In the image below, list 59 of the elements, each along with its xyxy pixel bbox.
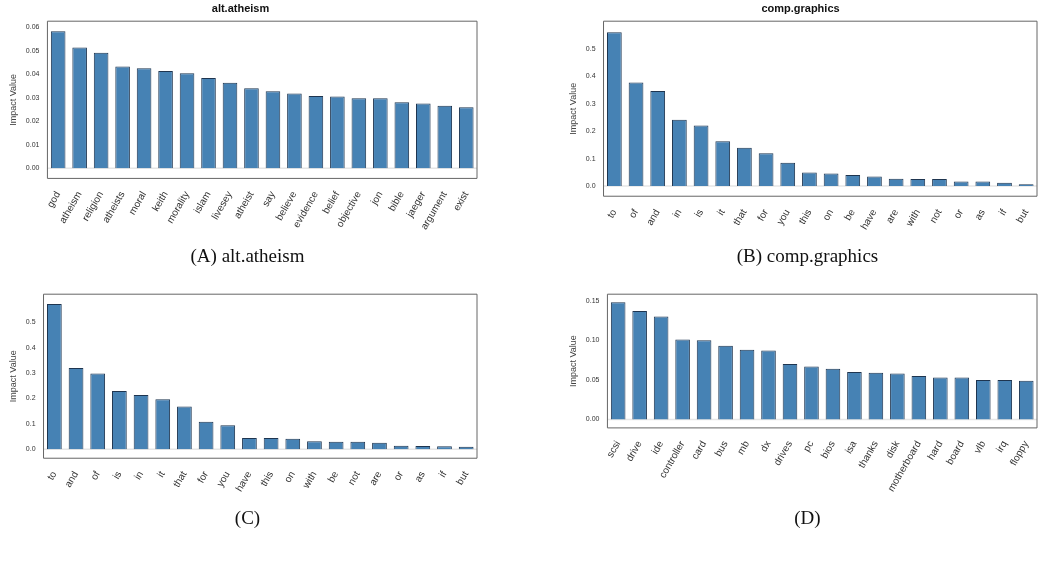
x-tick-label: this — [257, 469, 276, 489]
x-tick-label: god — [44, 189, 63, 210]
x-tick-label: in — [670, 207, 684, 220]
x-tick-label: vlb — [971, 438, 988, 456]
x-tick-label: or — [391, 468, 406, 483]
x-tick-label: or — [951, 206, 966, 221]
y-axis-title: Impact Value — [7, 350, 18, 403]
x-tick-label: and — [643, 207, 662, 228]
x-tick-label: are — [366, 468, 384, 488]
x-tick-label: as — [972, 207, 987, 222]
x-tick-label: you — [214, 469, 232, 489]
x-tick-label: pc — [800, 438, 816, 454]
x-tick-label: say — [259, 189, 278, 209]
x-tick-label: it — [714, 206, 727, 217]
x-tick-label: that — [170, 468, 189, 490]
x-tick-label: but — [453, 468, 471, 487]
x-tick-label: bus — [712, 438, 730, 459]
y-axis-title: Impact Value — [7, 73, 18, 126]
x-tick-label: of — [626, 206, 641, 220]
x-tick-label: for — [754, 206, 771, 223]
x-tick-label: jon — [367, 189, 385, 208]
x-tick-label: be — [325, 468, 341, 485]
x-tick-label: ide — [649, 438, 666, 456]
x-tick-label: isa — [842, 438, 859, 456]
x-tick-label: but — [1013, 206, 1031, 225]
y-axis-title: Impact Value — [567, 82, 578, 135]
x-tick-label: in — [131, 469, 146, 482]
x-tick-label: this — [796, 207, 814, 227]
x-tick-label: is — [692, 207, 706, 219]
x-tick-label: irq — [993, 438, 1009, 454]
text: (B) comp.graphics — [735, 245, 880, 267]
x-tick-label: is — [110, 469, 124, 481]
x-tick-label: and — [62, 469, 81, 490]
x-tick-label: of — [88, 468, 102, 482]
x-tick-label: be — [841, 206, 858, 223]
text: (D) — [793, 507, 822, 529]
x-tick-label: dx — [757, 438, 773, 454]
y-axis-title: Impact Value — [567, 335, 578, 387]
x-tick-label: as — [412, 469, 427, 484]
x-tick-label: not — [345, 468, 363, 487]
x-tick-label: on — [820, 207, 836, 223]
x-tick-label: for — [194, 468, 211, 485]
text: (C) — [233, 507, 262, 529]
x-tick-label: to — [44, 468, 59, 482]
x-tick-label: with — [299, 469, 319, 491]
text: (A) alt.atheism — [189, 245, 306, 267]
x-tick-label: it — [154, 468, 167, 479]
x-tick-label: mb — [734, 438, 752, 457]
x-tick-label: are — [883, 206, 901, 226]
x-tick-label: with — [903, 207, 922, 229]
chart-title: comp.graphics — [761, 1, 840, 14]
x-tick-label: that — [730, 206, 749, 228]
x-tick-label: to — [604, 206, 619, 220]
x-tick-label: if — [996, 206, 1009, 217]
x-tick-label: not — [927, 206, 944, 225]
x-tick-label: if — [436, 468, 449, 479]
x-tick-label: on — [281, 469, 297, 485]
x-tick-label: you — [774, 207, 792, 227]
chart-title: alt.atheism — [211, 1, 270, 14]
